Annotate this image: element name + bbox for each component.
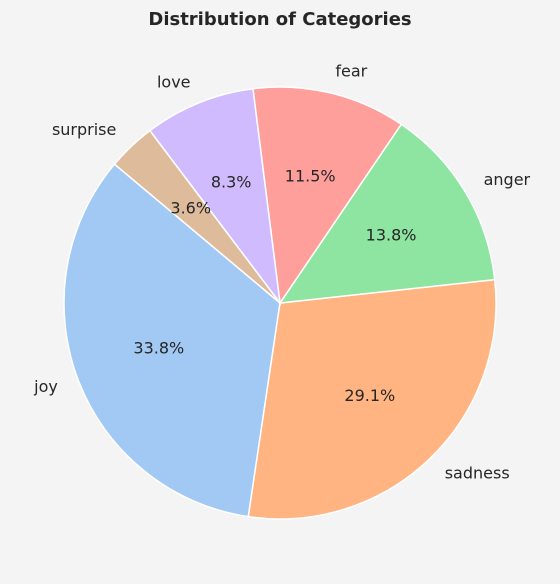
- slice-label-anger: anger: [484, 170, 531, 189]
- pct-label-joy: 33.8%: [133, 338, 184, 357]
- pct-label-fear: 11.5%: [285, 166, 336, 185]
- pie-slice-joy: [63, 163, 281, 518]
- pct-label-surprise: 3.6%: [170, 199, 211, 218]
- pie-slice-sadness: [247, 278, 497, 520]
- slice-label-surprise: surprise: [52, 120, 116, 139]
- pie-slice-surprise: [113, 129, 281, 304]
- slice-label-joy: joy: [33, 377, 58, 396]
- pie-labels: joy 33.8% sadness 29.1% anger 13.8% fear 11.5% l…: [33, 61, 530, 482]
- pct-label-sadness: 29.1%: [344, 386, 395, 405]
- slice-label-love: love: [157, 72, 191, 91]
- pct-label-love: 8.3%: [211, 172, 252, 191]
- pct-label-anger: 13.8%: [366, 226, 417, 245]
- pie-slices: [63, 86, 497, 520]
- slice-label-sadness: sadness: [445, 464, 510, 483]
- chart-title: Distribution of Categories: [148, 9, 411, 30]
- pie-slice-anger: [278, 123, 496, 304]
- pie-slice-love: [148, 87, 282, 306]
- slice-label-fear: fear: [335, 61, 367, 80]
- pie-slice-fear: [252, 86, 403, 306]
